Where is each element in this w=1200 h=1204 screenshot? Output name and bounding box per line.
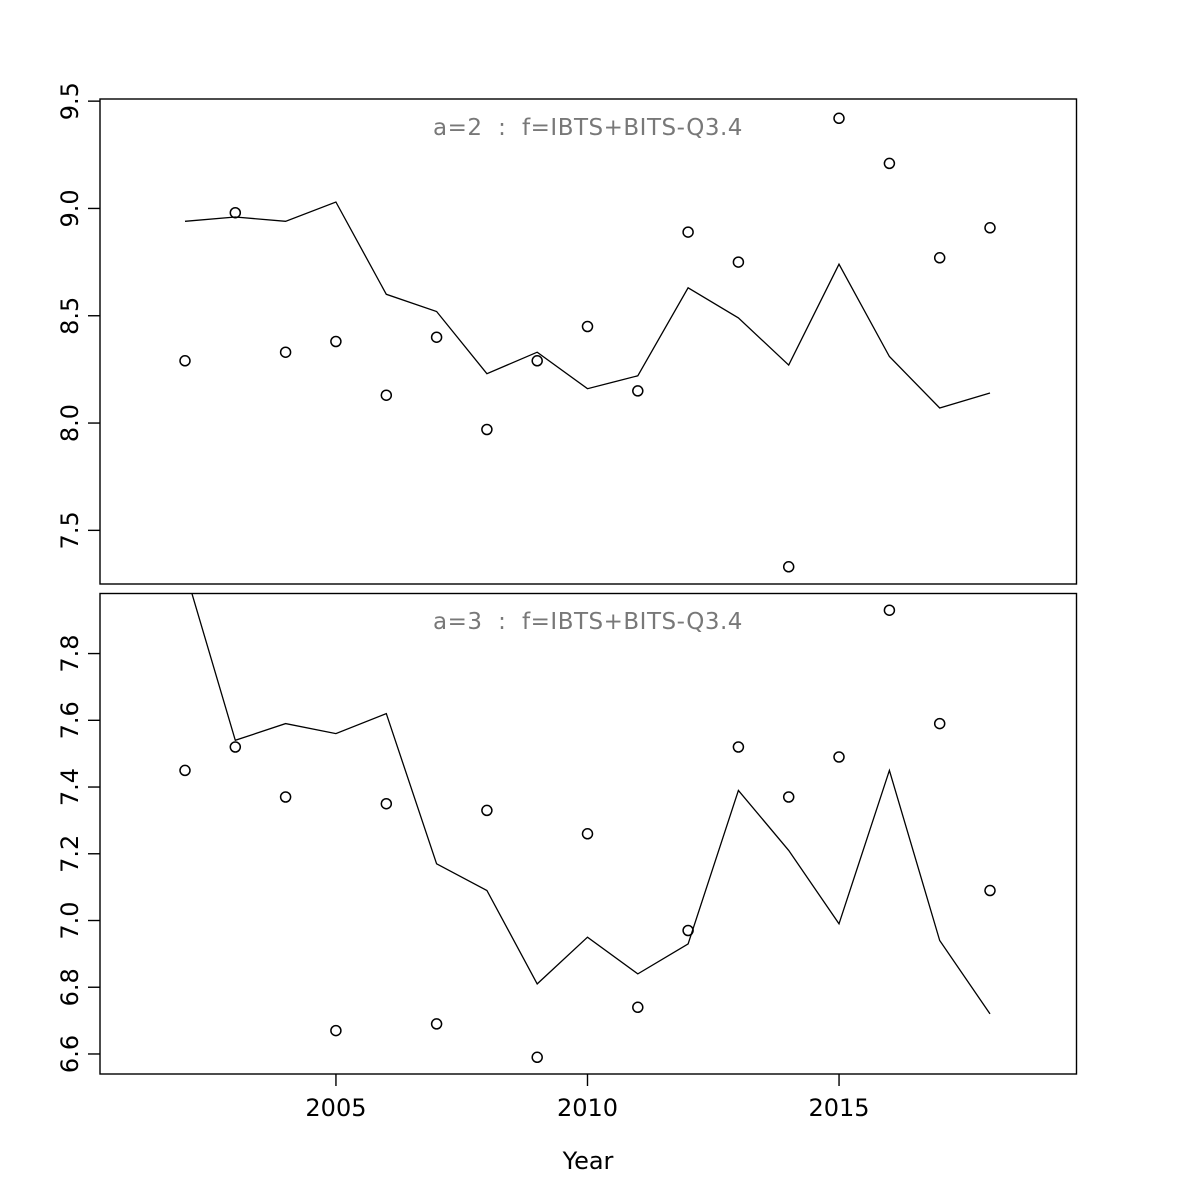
y-tick-label-a3: 6.6 (56, 1035, 84, 1073)
y-tick-label-a3: 7.8 (56, 634, 84, 672)
panel-title-a3: a=3 : f=IBTS+BITS-Q3.4 (433, 609, 743, 635)
data-point-a2-2005 (330, 335, 342, 348)
data-point-a3-2004 (279, 791, 292, 803)
data-point-a2-2006 (380, 389, 393, 401)
data-point-a3-2005 (330, 1024, 342, 1037)
fitted-line-a3 (191, 593, 991, 1015)
x-tick-label-2005: 2005 (305, 1094, 366, 1122)
data-point-a3-2015 (833, 751, 845, 763)
data-point-a3-2010 (581, 828, 594, 840)
data-point-a2-2016 (883, 157, 896, 170)
data-point-a2-2015 (833, 112, 845, 125)
y-tick-label-a2: 8.0 (56, 404, 84, 442)
x-axis-title: Year (562, 1147, 614, 1175)
data-point-a2-2009 (531, 355, 543, 367)
data-point-a2-2011 (632, 385, 644, 397)
data-point-a3-2014 (782, 791, 795, 803)
y-tick-label-a2: 9.5 (56, 82, 84, 120)
data-point-a3-2012 (682, 924, 694, 937)
data-point-a3-2007 (430, 1018, 443, 1030)
y-tick-label-a3: 7.4 (56, 768, 84, 806)
y-tick-label-a3: 7.2 (56, 835, 84, 873)
data-point-a2-2018 (984, 222, 996, 234)
panel-border-a2 (99, 98, 1078, 585)
data-point-a2-2014 (782, 561, 795, 573)
data-point-a2-2012 (682, 226, 694, 238)
data-point-a3-2013 (732, 741, 745, 753)
data-point-a2-2013 (732, 256, 745, 268)
data-point-a3-2002 (179, 764, 191, 777)
data-point-a3-2008 (481, 804, 493, 817)
data-point-a3-2017 (933, 717, 946, 730)
data-point-a2-2017 (933, 252, 946, 264)
chart-render-layer: 7.5 8.0 8.5 9.0 9.5 6.6 6.8 7.0 7.2 7.4 7.6 7.8 2005… (56, 82, 1078, 1122)
data-point-a3-2006 (380, 797, 393, 810)
x-tick-label-2015: 2015 (809, 1094, 870, 1122)
data-point-a2-2002 (179, 355, 191, 367)
data-point-a2-2010 (581, 320, 594, 333)
data-point-a2-2003 (229, 206, 242, 219)
data-point-a2-2004 (279, 346, 292, 358)
data-point-a3-2009 (531, 1051, 543, 1064)
y-tick-label-a2: 9.0 (56, 189, 84, 227)
data-point-a2-2007 (430, 331, 443, 343)
data-point-a3-2016 (883, 604, 896, 616)
y-tick-label-a3: 7.0 (56, 901, 84, 939)
data-point-a3-2018 (984, 884, 996, 897)
y-tick-label-a3: 6.8 (56, 968, 84, 1006)
y-tick-label-a2: 7.5 (56, 511, 84, 549)
y-tick-label-a3: 7.6 (56, 701, 84, 739)
x-tick-label-2010: 2010 (557, 1094, 618, 1122)
data-point-a3-2003 (229, 741, 242, 753)
panel-border-a3 (99, 592, 1078, 1075)
panel-title-a2: a=2 : f=IBTS+BITS-Q3.4 (433, 115, 743, 141)
data-point-a2-2008 (481, 423, 493, 436)
fitted-line-a2 (184, 201, 991, 409)
y-tick-label-a2: 8.5 (56, 297, 84, 335)
data-point-a3-2011 (632, 1001, 644, 1014)
